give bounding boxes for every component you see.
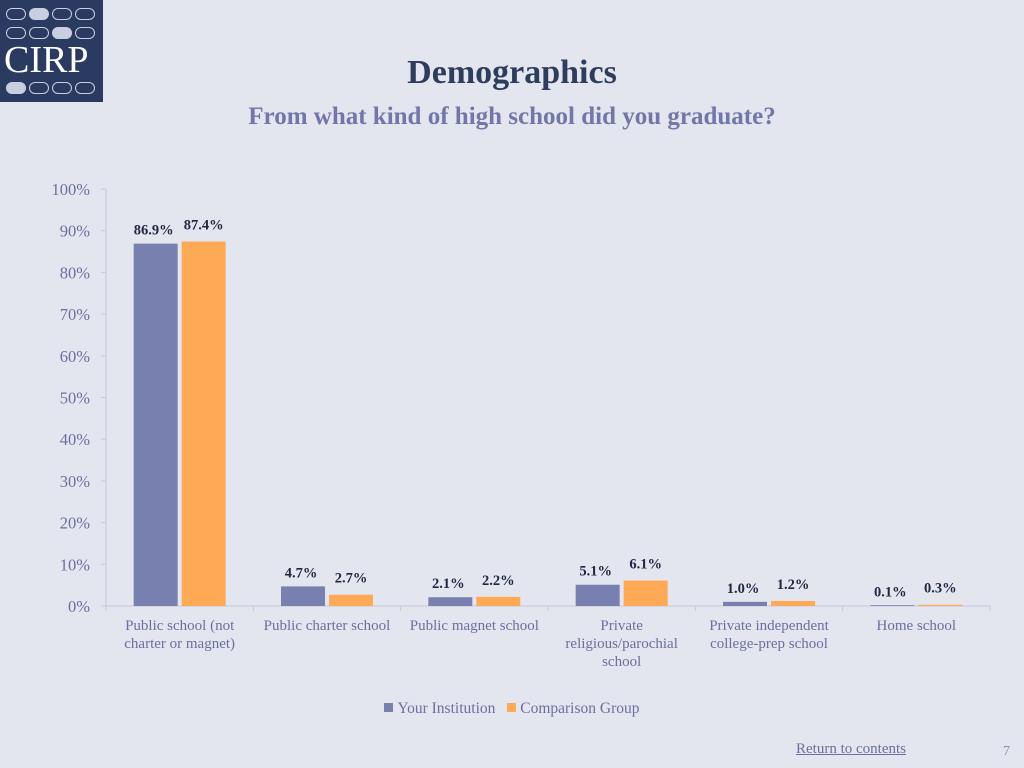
bar-your-institution bbox=[281, 586, 325, 606]
data-label-your-institution: 1.0% bbox=[727, 581, 760, 597]
logo-pill-shape bbox=[52, 8, 72, 20]
logo-pill-shape bbox=[6, 8, 26, 20]
bar-comparison-group bbox=[329, 594, 373, 606]
y-tick-label: 0% bbox=[68, 597, 90, 616]
legend-label-comparison-group: Comparison Group bbox=[520, 700, 640, 717]
x-category-label: school bbox=[602, 654, 641, 670]
legend-item-your-institution: Your Institution bbox=[384, 700, 495, 718]
logo-pill-shape bbox=[52, 27, 72, 39]
y-tick-label: 50% bbox=[60, 389, 91, 408]
x-category-label: charter or magnet) bbox=[124, 636, 235, 652]
data-label-comparison-group: 87.4% bbox=[184, 218, 224, 234]
legend-swatch-your-institution bbox=[384, 702, 394, 712]
data-label-comparison-group: 2.7% bbox=[335, 571, 368, 587]
legend-label-your-institution: Your Institution bbox=[397, 700, 496, 717]
legend-swatch-comparison-group bbox=[507, 702, 517, 712]
bar-comparison-group bbox=[181, 241, 226, 607]
data-label-your-institution: 5.1% bbox=[579, 564, 612, 580]
data-label-comparison-group: 2.2% bbox=[482, 573, 515, 589]
cirp-logo: CIRP bbox=[0, 0, 103, 102]
y-tick-label: 30% bbox=[60, 472, 91, 491]
bar-comparison-group bbox=[918, 604, 963, 606]
legend-item-comparison-group: Comparison Group bbox=[507, 700, 640, 718]
y-tick-label: 40% bbox=[60, 430, 91, 449]
y-tick-label: 10% bbox=[60, 555, 91, 574]
y-tick-label: 70% bbox=[60, 305, 91, 324]
y-tick-label: 80% bbox=[60, 263, 91, 282]
y-tick-label: 20% bbox=[60, 514, 91, 533]
data-label-comparison-group: 6.1% bbox=[629, 557, 662, 573]
bar-comparison-group bbox=[623, 580, 668, 606]
page-number: 7 bbox=[1003, 744, 1010, 759]
bar-your-institution bbox=[870, 605, 915, 606]
logo-pill-shape bbox=[75, 82, 95, 94]
page-title: Demographics bbox=[407, 54, 617, 91]
data-label-your-institution: 2.1% bbox=[432, 576, 465, 592]
page-subtitle: From what kind of high school did you gr… bbox=[248, 103, 776, 130]
bar-your-institution bbox=[575, 584, 620, 606]
data-label-your-institution: 0.1% bbox=[874, 585, 907, 601]
y-tick-label: 60% bbox=[60, 347, 91, 366]
data-label-comparison-group: 1.2% bbox=[777, 577, 810, 593]
logo-pill-shape bbox=[29, 82, 49, 94]
bar-your-institution bbox=[723, 601, 767, 606]
x-category-label: Public school (not bbox=[125, 618, 235, 634]
data-label-your-institution: 86.9% bbox=[134, 223, 174, 239]
x-category-label: college-prep school bbox=[710, 636, 828, 652]
x-category-label: Private independent bbox=[709, 618, 829, 634]
logo-text: CIRP bbox=[4, 39, 89, 81]
y-tick-label: 100% bbox=[52, 180, 91, 199]
chart-legend: Your Institution Comparison Group bbox=[0, 700, 1024, 718]
logo-pill-shape bbox=[6, 27, 26, 39]
logo-pill-shape bbox=[75, 27, 95, 39]
x-category-label: Public charter school bbox=[264, 618, 391, 634]
bar-your-institution bbox=[428, 597, 473, 606]
data-label-comparison-group: 0.3% bbox=[924, 581, 957, 597]
x-category-label: Private bbox=[600, 618, 643, 634]
logo-pill-shape bbox=[75, 8, 95, 20]
y-tick-label: 90% bbox=[60, 222, 91, 241]
logo-pill-shape bbox=[52, 82, 72, 94]
bar-comparison-group bbox=[476, 596, 521, 606]
bar-chart: 0% 10% 20% 30% 40% 50% 60% 70% 80% 90% 100% 86.9% 87… bbox=[52, 180, 991, 670]
x-category-label: Home school bbox=[877, 618, 957, 634]
logo-pill-shape bbox=[6, 82, 26, 94]
logo-pill-shape bbox=[29, 8, 49, 20]
logo-pill-shape bbox=[29, 27, 49, 39]
bar-comparison-group bbox=[771, 600, 815, 606]
data-label-your-institution: 4.7% bbox=[285, 565, 318, 581]
x-category-label: Public magnet school bbox=[410, 618, 539, 634]
x-category-label: religious/parochial bbox=[565, 636, 677, 652]
bar-your-institution bbox=[133, 243, 178, 606]
return-to-contents-link[interactable]: Return to contents bbox=[796, 741, 906, 757]
